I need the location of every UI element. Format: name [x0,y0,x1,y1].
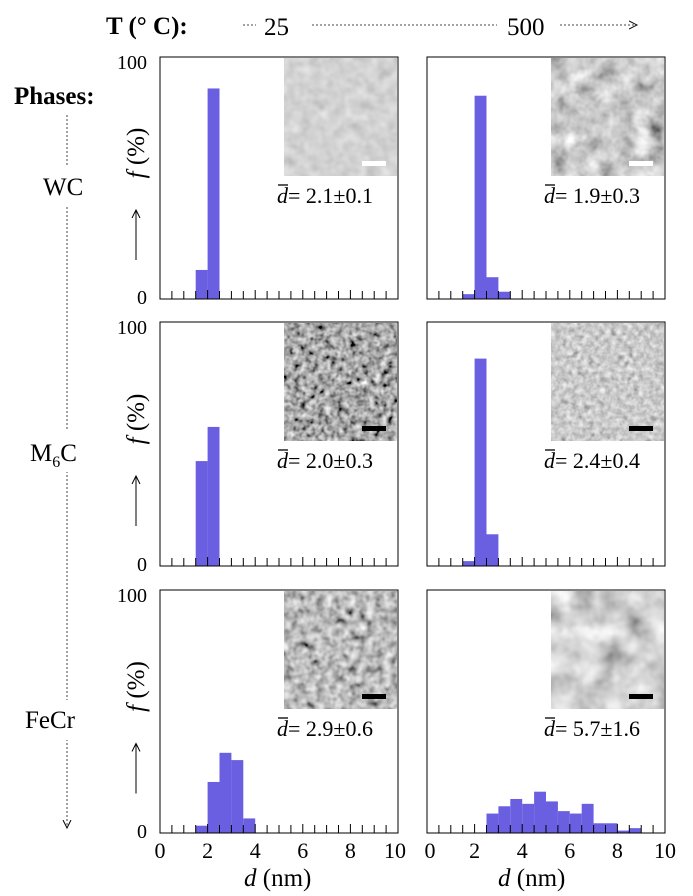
scale-bar [362,426,386,431]
x-tick-label: 0 [425,838,436,863]
y-tick-label-100: 100 [117,317,147,339]
histogram-bar [629,828,642,833]
histogram-bar [462,561,475,566]
phase-label-wc: WC [40,165,98,205]
histogram-bar [474,358,487,566]
temperature-end: 500 [507,14,545,41]
histogram-bar [231,760,244,833]
y-axis-label: f (%) [123,661,150,712]
scale-bar [629,426,653,431]
svg-text:WC: WC [43,174,83,201]
panel-fecr-25: 100 00 2 4 6 8 10 f (%) d= 2.9±0.6 [117,585,406,863]
micrograph-inset [551,58,664,176]
x-tick-label: 8 [612,838,623,863]
histogram-bar [195,825,208,833]
histogram-bar [462,294,475,299]
x-tick-label: 10 [384,838,406,863]
phase-label-fecr: FeCr [24,700,100,740]
x-axis-label-right: d (nm) [498,865,565,892]
histogram-bar [207,781,220,833]
micrograph-inset [284,323,397,441]
panel-m6c-25: 100 0 f (%) d= 2.0±0.3 [117,317,399,576]
mean-size-label: d= 2.9±0.6 [277,716,373,741]
scale-bar [629,694,653,699]
scale-bar [629,161,653,166]
phase-label-m6c: M6C [28,430,100,472]
histogram-bar [486,813,499,833]
temperature-label: T (° C): [106,13,188,40]
x-tick-label: 6 [297,838,308,863]
histogram-bar [498,291,511,299]
scale-bar [362,161,386,166]
histogram-bar [510,798,523,833]
histogram-bar [569,813,582,833]
y-tick-label-100: 100 [117,585,147,607]
histogram-bar [243,818,256,833]
histogram-bar [207,426,220,566]
histogram-bar [605,823,618,833]
y-tick-label-100: 100 [117,52,147,74]
x-tick-label: 4 [517,838,528,863]
histogram-bar [486,277,499,299]
histogram-bar [474,95,487,299]
x-tick-label: 2 [469,838,480,863]
panel-fecr-500: 0 2 4 6 8 10 d= 5.7±1.6 [425,589,676,863]
histogram-bar [207,88,220,300]
phases-label: Phases: [14,83,95,110]
x-tick-label: 6 [564,838,575,863]
mean-size-label: d= 1.9±0.3 [544,183,640,208]
y-axis-label: f (%) [123,394,150,445]
y-tick-label-0: 0 [137,287,147,309]
x-axis-label-left: d (nm) [244,865,311,892]
histogram-bar [557,811,570,833]
micrograph-inset [284,58,397,176]
micrograph-inset [551,323,664,441]
histogram-bar [498,806,511,833]
x-tick-label: 4 [250,838,261,863]
panel-wc-25: 100 0 f (%) d= 2.1±0.1 [117,52,399,309]
histogram-bar [219,752,232,833]
mean-size-label: d= 2.1±0.1 [277,183,373,208]
y-tick-label-0: 0 [137,821,147,843]
mean-size-label: d= 5.7±1.6 [544,716,640,741]
histogram-bar [534,791,546,833]
histogram-bar [195,461,208,566]
x-tick-label: 8 [345,838,356,863]
svg-text:FeCr: FeCr [25,707,76,734]
y-axis-label: f (%) [123,128,150,179]
x-tick-label: 0 [155,838,166,863]
histogram-bar [195,269,208,299]
mean-size-label: d= 2.4±0.4 [544,448,640,473]
temperature-start: 25 [264,14,289,41]
micrograph-inset [551,591,664,709]
panel-m6c-500: d= 2.4±0.4 [426,321,666,567]
histogram-bar [617,830,630,833]
histogram-bar [486,534,499,566]
mean-size-label: d= 2.0±0.3 [277,448,373,473]
micrograph-inset [284,591,397,709]
panel-wc-500: d= 1.9±0.3 [426,56,666,300]
histogram-bar [522,803,535,833]
y-tick-label-0: 0 [137,554,147,576]
histogram-bar [546,801,558,833]
scale-bar [362,694,386,699]
x-tick-label: 10 [654,838,676,863]
histogram-bar [593,823,606,833]
histogram-bar [581,803,594,833]
x-tick-label: 2 [202,838,213,863]
